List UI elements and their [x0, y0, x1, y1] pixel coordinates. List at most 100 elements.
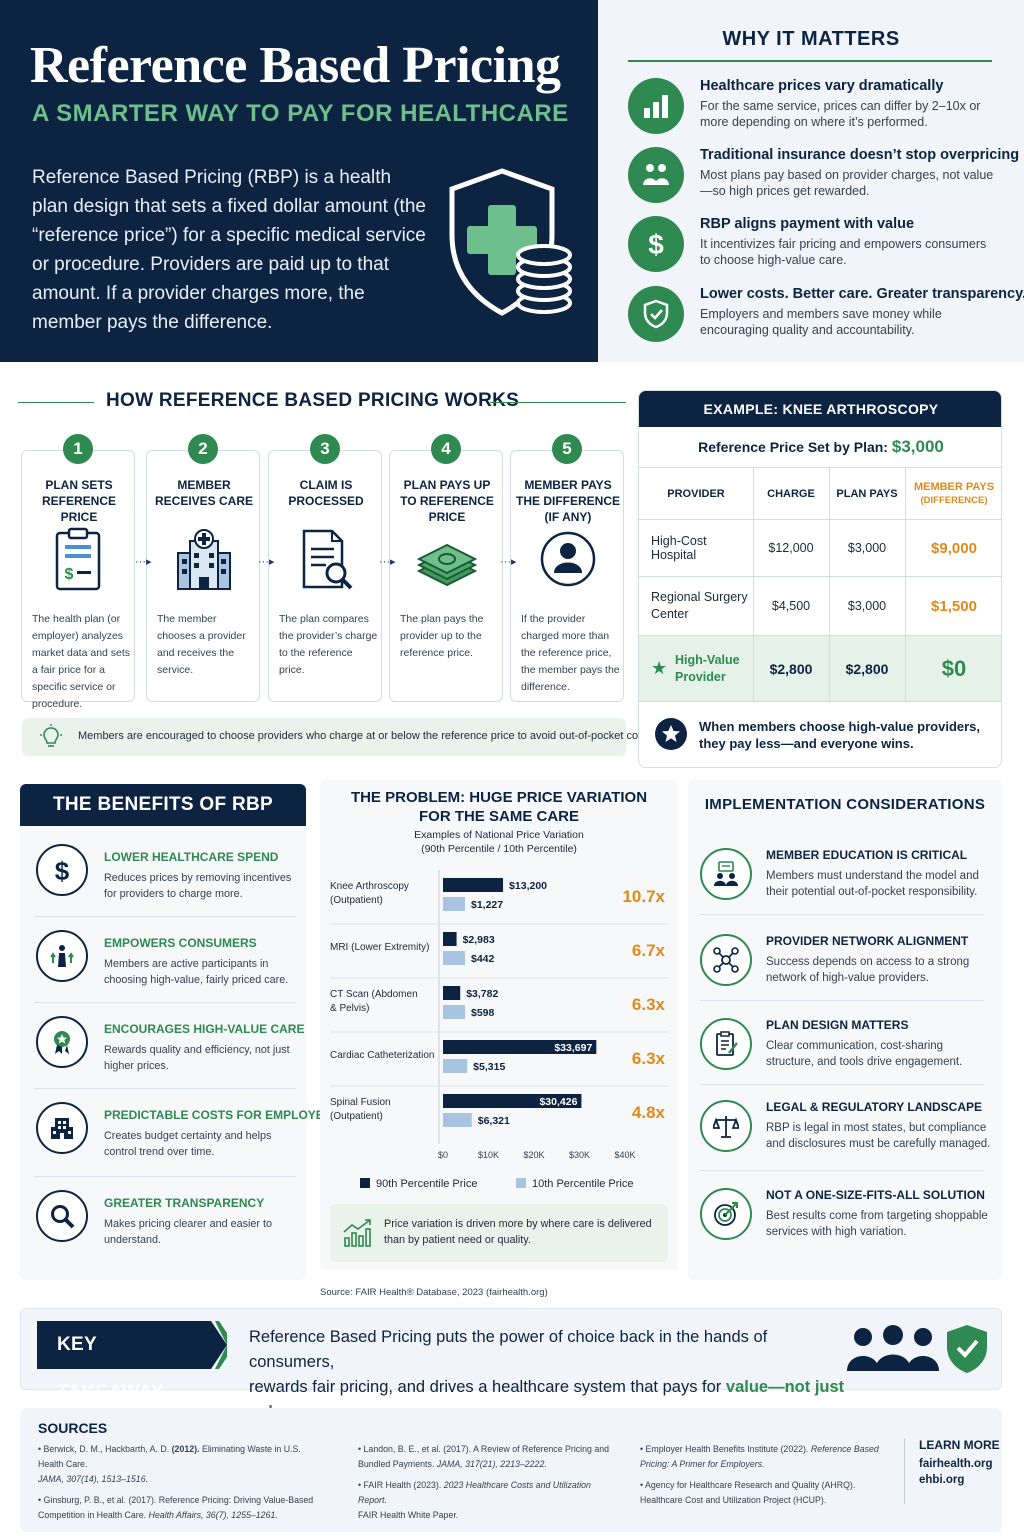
why-item-desc: It incentivizes fair pricing and empower…: [700, 237, 987, 267]
implementation-item: PLAN DESIGN MATTERS Clear communication,…: [700, 1014, 996, 1098]
why-item-desc: Most plans pay based on provider charges…: [700, 168, 994, 198]
step-card: MEMBER RECEIVES CARE The member chooses …: [146, 450, 260, 702]
link-fairhealth[interactable]: fairhealth.org: [919, 1458, 993, 1470]
implementation-title: PLAN DESIGN MATTERS: [766, 1018, 909, 1032]
bar-90th: [443, 1040, 597, 1054]
step-title: PLAN PAYS UP TO REFERENCE PRICE: [400, 478, 494, 524]
tip-banner: Members are encouraged to choose provide…: [22, 718, 655, 756]
chart-subtitle: Examples of National Price Variation (90…: [414, 829, 584, 855]
legend-item-10th: 10th Percentile Price: [516, 1178, 634, 1190]
step-card: MEMBER PAYS THE DIFFERENCE (IF ANY) If t…: [510, 450, 624, 702]
step-title: PLAN SETS REFERENCE PRICE: [41, 478, 116, 524]
chart-source: Source: FAIR Health® Database, 2023 (fai…: [320, 1287, 548, 1298]
benefit-desc: Members are active participants in choos…: [104, 958, 289, 986]
column-header-member-pays: MEMBER PAYS (DIFFERENCE): [913, 480, 995, 506]
people-icon: [628, 147, 684, 203]
cell-provider: High-Value Provider: [675, 652, 740, 684]
source-item: • Landon, B. E., et al. (2017). A Review…: [358, 1444, 610, 1469]
implementation-title: PROVIDER NETWORK ALIGNMENT: [766, 934, 969, 948]
link-ehbi[interactable]: ehbi.org: [919, 1474, 965, 1486]
x-tick-label: $10K: [478, 1150, 499, 1160]
benefit-desc: Makes pricing clearer and easier to unde…: [104, 1218, 273, 1246]
benefit-title: LOWER HEALTHCARE SPEND: [104, 850, 279, 864]
step-desc: If the provider charged more than the re…: [521, 613, 620, 693]
column-header-charge: CHARGE: [767, 487, 815, 500]
step-card: PLAN SETS REFERENCE PRICE $ The health p…: [21, 450, 135, 710]
benefit-title: EMPOWERS CONSUMERS: [104, 936, 257, 950]
cell-plan-pays: $3,000: [847, 541, 887, 555]
shield-check-icon: [628, 286, 684, 342]
source-item: • Employer Health Benefits Institute (20…: [640, 1444, 879, 1469]
plan-document-icon: [700, 1018, 752, 1070]
x-tick-label: $40K: [614, 1150, 635, 1160]
implementation-title: NOT A ONE-SIZE-FITS-ALL SOLUTION: [766, 1188, 985, 1202]
benefit-item: EMPOWERS CONSUMERS Members are active pa…: [34, 926, 296, 1012]
group-icon: [847, 1325, 939, 1371]
divider: [18, 402, 94, 403]
clipboard-dollar-icon: $: [55, 527, 101, 591]
x-tick-label: $0: [438, 1150, 448, 1160]
divider: [700, 1084, 984, 1085]
problem-chart-panel: THE PROBLEM: HUGE PRICE VARIATION FOR TH…: [320, 780, 678, 1270]
benefit-title: ENCOURAGES HIGH-VALUE CARE: [104, 1022, 305, 1036]
why-item: Traditional insurance doesn’t stop overp…: [628, 147, 1019, 211]
network-icon: [700, 934, 752, 986]
divider: [700, 1170, 984, 1171]
sources-column: • Landon, B. E., et al. (2017). A Review…: [358, 1442, 622, 1529]
bar-10th: [443, 1113, 472, 1127]
step-title: MEMBER PAYS THE DIFFERENCE (IF ANY): [515, 478, 620, 524]
reference-price-label: Reference Price Set by Plan:: [698, 439, 888, 455]
divider: [700, 914, 984, 915]
step-desc: The plan compares the provider’s charge …: [279, 613, 378, 676]
dollar-icon: $: [628, 216, 684, 272]
sources-heading: SOURCES: [38, 1420, 108, 1436]
why-item: Lower costs. Better care. Greater transp…: [628, 286, 1024, 350]
step-desc: The health plan (or employer) analyzes m…: [32, 613, 131, 710]
bar-chart-icon: [628, 78, 684, 134]
target-icon: [700, 1188, 752, 1240]
step-title: CLAIM IS PROCESSED: [288, 478, 364, 508]
bar-label-90th: $3,782: [466, 988, 498, 1000]
benefit-desc: Rewards quality and efficiency, not just…: [104, 1044, 290, 1072]
sources-panel: SOURCES • Berwick, D. M., Hackbarth, A. …: [20, 1408, 1002, 1532]
implementation-heading: IMPLEMENTATION CONSIDERATIONS: [704, 796, 986, 813]
implementation-desc: Clear communication, cost-sharing struct…: [766, 1040, 963, 1068]
key-takeaway-text: Reference Based Pricing puts the power o…: [249, 1325, 849, 1425]
step-number: 1: [63, 434, 93, 464]
bar-10th: [443, 1059, 468, 1073]
bar-label-90th: $2,983: [463, 934, 495, 946]
step-number: 4: [431, 434, 461, 464]
why-item-title: Healthcare prices vary dramatically: [700, 78, 944, 94]
cell-charge: $4,500: [771, 599, 811, 613]
implementation-desc: Success depends on access to a strong ne…: [766, 956, 970, 984]
category-label: Knee Arthroscopy (Outpatient): [330, 881, 409, 906]
star-icon: ★: [651, 658, 668, 678]
benefit-title: GREATER TRANSPARENCY: [104, 1196, 265, 1210]
bar-label-10th: $5,315: [473, 1061, 505, 1073]
cell-member-pays: $0: [941, 655, 967, 681]
step-desc: The plan pays the provider up to the ref…: [400, 613, 484, 659]
cell-charge: $12,000: [768, 541, 814, 555]
bar-90th: [443, 932, 457, 946]
implementation-item: PROVIDER NETWORK ALIGNMENT Success depen…: [700, 930, 996, 1014]
divider: [34, 1176, 296, 1177]
chevron-right-icon: [207, 1321, 227, 1369]
price-variation-chart: Knee Arthroscopy (Outpatient) $13,200 $1,22…: [330, 870, 668, 1160]
award-ribbon-icon: [36, 1016, 88, 1068]
source-item: • Ginsburg, P. B., et al. (2017). Refere…: [38, 1495, 314, 1520]
benefit-title: PREDICTABLE COSTS FOR EMPLOYERS: [104, 1108, 341, 1122]
bar-10th: [443, 1005, 465, 1019]
example-footer-text: When members choose high-value providers…: [699, 719, 981, 751]
why-item-title: RBP aligns payment with value: [700, 216, 915, 232]
page-subtitle: A SMARTER WAY TO PAY FOR HEALTHCARE: [32, 100, 569, 127]
learn-more-heading: LEARN MORE: [919, 1438, 1000, 1452]
cell-member-pays: $9,000: [931, 539, 977, 557]
bar-label-10th: $6,321: [478, 1115, 510, 1127]
shield-plus-coins-icon: [449, 168, 572, 316]
step-card: CLAIM IS PROCESSED The plan compares the…: [268, 450, 382, 702]
key-takeaway-badge: KEY TAKEAWAY: [37, 1321, 209, 1403]
why-it-matters-panel: WHY IT MATTERS Healthcare prices vary dr…: [598, 0, 1024, 362]
sources-column: • Employer Health Benefits Institute (20…: [640, 1442, 896, 1514]
tip-text: Members are encouraged to choose provide…: [78, 730, 656, 742]
svg-text:$: $: [65, 566, 74, 583]
